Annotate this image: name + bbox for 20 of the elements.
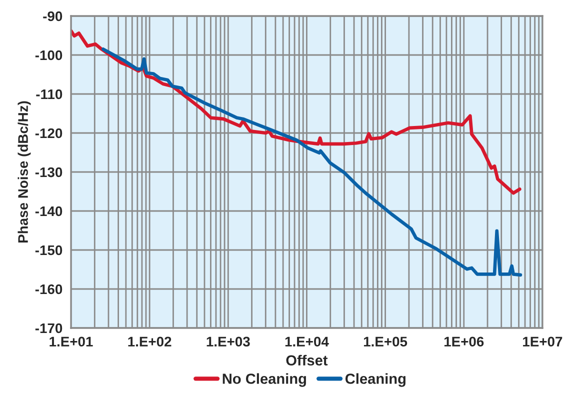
x-tick-label: 1.E+04 — [285, 336, 329, 347]
y-tick-label: -110 — [36, 89, 62, 100]
x-tick-label: 1.E+02 — [128, 336, 172, 347]
y-tick-label: -150 — [35, 245, 62, 256]
legend-label: Cleaning — [345, 373, 406, 387]
y-tick-label: -140 — [35, 206, 62, 216]
y-tick-label: -170 — [35, 323, 62, 334]
legend-label: No Cleaning — [222, 373, 306, 387]
x-axis-title: Offset — [286, 354, 328, 366]
x-tick-label: 1.E+05 — [364, 336, 408, 347]
y-tick-label: -100 — [35, 50, 62, 60]
x-tick-label: 1E+07 — [523, 336, 562, 347]
y-tick-label: -120 — [35, 128, 62, 138]
x-tick-label: 1.E+01 — [50, 336, 93, 347]
x-tick-label: 1.E+03 — [206, 336, 250, 347]
y-tick-label: -90 — [43, 11, 62, 22]
x-tick-label: 1E+06 — [444, 336, 484, 347]
y-tick-label: -160 — [35, 284, 62, 294]
y-axis-title: Phase Noise (dBc/Hz) — [18, 101, 31, 242]
y-tick-label: -130 — [35, 167, 62, 178]
